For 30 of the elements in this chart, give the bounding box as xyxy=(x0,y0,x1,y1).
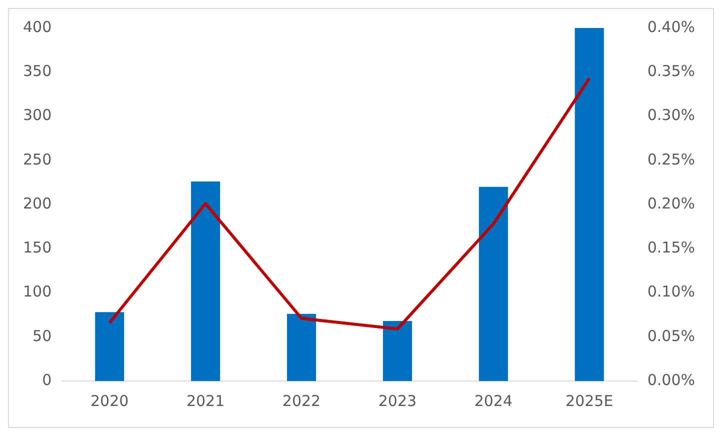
y-tick-label: 250 xyxy=(22,150,52,168)
y2-tick-label: 0.30% xyxy=(647,106,696,124)
x-tick-label: 2024 xyxy=(474,392,513,410)
bar xyxy=(95,312,124,381)
y2-tick-label: 0.15% xyxy=(647,238,696,257)
bar xyxy=(191,182,220,381)
y-tick-label: 50 xyxy=(32,326,52,345)
y-tick-label: 200 xyxy=(22,194,52,212)
y2-tick-label: 0.05% xyxy=(647,326,696,345)
x-tick-label: 2021 xyxy=(186,392,225,410)
y2-tick-label: 0.20% xyxy=(647,194,696,212)
x-tick-label: 2020 xyxy=(90,392,129,410)
x-tick-label: 2025E xyxy=(566,392,614,410)
y-tick-label: 150 xyxy=(22,238,52,257)
y-tick-label: 350 xyxy=(22,62,52,80)
bar xyxy=(382,320,412,381)
y-tick-label: 100 xyxy=(22,282,52,301)
bar xyxy=(287,314,316,381)
bar xyxy=(574,28,604,381)
y2-tick-label: 0.40% xyxy=(647,18,696,36)
y-tick-label: 300 xyxy=(22,106,52,124)
x-tick-label: 2023 xyxy=(378,392,417,410)
bar xyxy=(478,186,508,381)
y2-tick-label: 0.35% xyxy=(647,62,696,80)
y-tick-label: 400 xyxy=(22,18,52,36)
y2-tick-label: 0.25% xyxy=(647,150,696,168)
y2-tick-label: 0.00% xyxy=(647,370,696,389)
y-tick-label: 0 xyxy=(42,370,52,389)
x-tick-label: 2022 xyxy=(282,392,321,410)
y2-tick-label: 0.10% xyxy=(647,282,696,301)
